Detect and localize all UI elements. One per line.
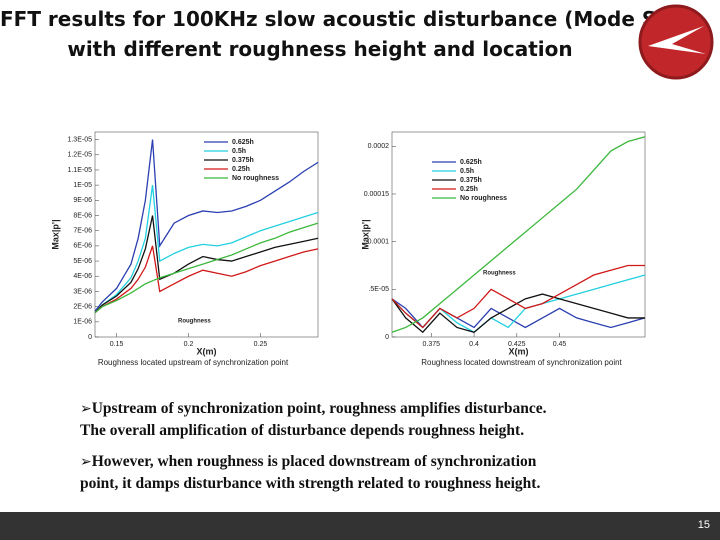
y-tick-label: 1.3E-05: [67, 136, 92, 143]
y-tick-label: .5E-05: [368, 286, 389, 293]
y-tick-label: 3E-06: [73, 288, 92, 295]
y-tick-label: 9E-06: [73, 197, 92, 204]
series-line: [94, 215, 319, 314]
x-tick-label: 0.425: [508, 341, 526, 348]
legend-label: 0.25h: [460, 186, 478, 193]
y-tick-label: 0.00015: [364, 191, 389, 198]
legend-label: 0.5h: [460, 168, 474, 175]
series-line: [391, 136, 646, 333]
legend-label: 0.375h: [460, 177, 482, 184]
x-tick-label: 0.25: [254, 341, 268, 348]
legend-label: 0.25h: [232, 166, 250, 173]
y-axis-label: Max|p'|: [360, 219, 370, 249]
legend-label: 0.5h: [232, 148, 246, 155]
page-number: 15: [697, 519, 710, 531]
x-axis-label: X(m): [197, 346, 217, 356]
x-tick-label: 0.45: [553, 341, 567, 348]
y-tick-label: 4E-06: [73, 273, 92, 280]
chart-caption: Roughness located upstream of synchroniz…: [98, 358, 289, 367]
title-line: FFT results for 100KHz slow acoustic dis…: [0, 7, 666, 31]
series-line: [94, 222, 319, 314]
bullet-line: However, when roughness is placed downst…: [80, 451, 700, 473]
y-tick-label: 7E-06: [73, 228, 92, 235]
x-tick-label: 0.4: [469, 341, 479, 348]
legend-label: 0.625h: [460, 159, 482, 166]
y-tick-label: 8E-06: [73, 212, 92, 219]
plot-frame: [94, 131, 319, 338]
y-tick-label: 5E-06: [73, 258, 92, 265]
annotation: Roughness: [178, 319, 211, 325]
y-tick-label: 0: [385, 334, 389, 341]
y-tick-label: 0.0002: [368, 143, 390, 150]
x-tick-label: 0.2: [184, 341, 194, 348]
y-tick-label: 1E-05: [73, 182, 92, 189]
chart: 0 .5E-05 0.0001 0.00015 0.0002 0.375 0.4 0.425 0…: [358, 108, 650, 368]
bullet-list: Upstream of synchronization point, rough…: [80, 398, 700, 504]
y-tick-label: 1.2E-05: [67, 152, 92, 159]
y-tick-label: 2E-06: [73, 303, 92, 310]
series-line: [94, 245, 319, 314]
y-tick-label: 6E-06: [73, 243, 92, 250]
series-line: [94, 185, 319, 314]
series-line: [391, 264, 645, 329]
bullet-line: The overall amplification of disturbance…: [80, 422, 525, 439]
logo: [638, 4, 714, 80]
legend-label: No roughness: [460, 195, 507, 202]
legend-label: 0.625h: [232, 139, 254, 146]
y-axis-label: Max|p'|: [50, 219, 60, 249]
x-tick-label: 0.15: [110, 341, 124, 348]
title-line: with different roughness height and loca…: [67, 37, 573, 61]
series-line: [94, 139, 319, 312]
bullet: Upstream of synchronization point, rough…: [80, 398, 700, 441]
annotation: Roughness: [483, 271, 516, 277]
y-tick-label: 1.1E-05: [67, 167, 92, 174]
legend-label: No roughness: [232, 175, 279, 182]
x-axis-label: X(m): [509, 346, 529, 356]
bullet-line: point, it damps disturbance with strengt…: [80, 475, 541, 492]
legend-label: 0.375h: [232, 157, 254, 164]
chart-caption: Roughness located downstream of synchron…: [421, 358, 622, 367]
y-tick-label: 1E-06: [73, 319, 92, 326]
plot-frame: [391, 131, 646, 338]
bullet: However, when roughness is placed downst…: [80, 451, 700, 494]
bullet-line: Upstream of synchronization point, rough…: [80, 398, 700, 420]
y-tick-label: 0.0001: [368, 238, 390, 245]
y-tick-label: 0: [88, 334, 92, 341]
slide-title: FFT results for 100KHz slow acoustic dis…: [0, 4, 666, 64]
footer-bar: 15: [0, 512, 720, 540]
x-tick-label: 0.375: [423, 341, 441, 348]
chart: 0 1E-06 2E-06 3E-06 4E-06 5E-06 6E-06 7E-06 8E-0…: [48, 108, 338, 368]
